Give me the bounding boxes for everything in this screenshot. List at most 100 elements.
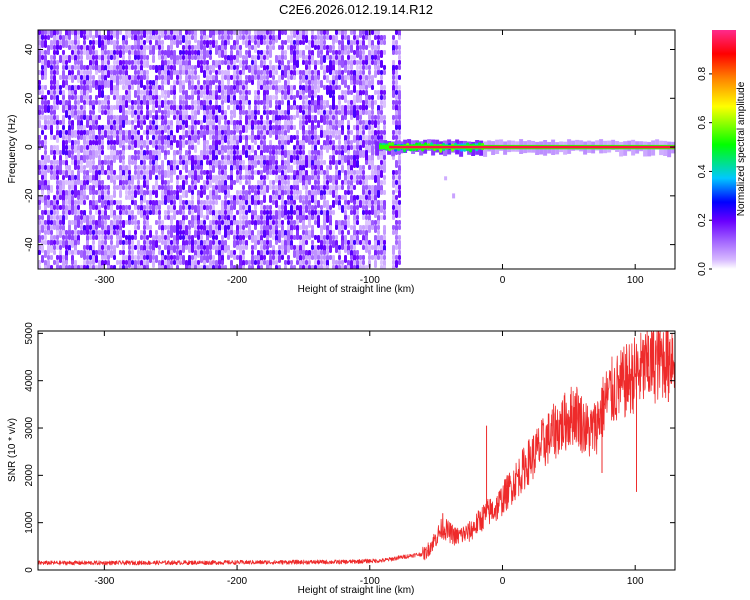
noise-cell (128, 110, 131, 115)
noise-cell (230, 155, 233, 160)
noise-cell (164, 110, 167, 115)
noise-cell (53, 45, 56, 50)
noise-cell (146, 245, 149, 250)
noise-cell (218, 65, 221, 70)
noise-cell (164, 120, 167, 125)
noise-cell (335, 110, 338, 115)
noise-cell (224, 265, 227, 269)
noise-cell (296, 235, 299, 240)
noise-cell (197, 245, 200, 250)
noise-cell (125, 205, 128, 210)
noise-cell (152, 260, 155, 268)
noise-cell (44, 165, 47, 170)
noise-cell (257, 265, 260, 269)
noise-cell (161, 75, 164, 80)
noise-cell (299, 215, 302, 223)
noise-cell (251, 235, 254, 243)
noise-cell (377, 110, 380, 115)
noise-cell (347, 230, 350, 235)
noise-cell (134, 140, 137, 148)
noise-cell (206, 175, 209, 180)
noise-cell (215, 235, 218, 240)
noise-cell (245, 35, 248, 40)
noise-cell (362, 140, 365, 148)
noise-cell (206, 145, 209, 150)
noise-cell (101, 100, 104, 105)
noise-cell (179, 150, 182, 155)
noise-cell (110, 250, 113, 258)
noise-cell (266, 70, 269, 75)
noise-cell (320, 130, 323, 138)
noise-cell (302, 195, 305, 200)
noise-cell (119, 80, 122, 85)
noise-cell (350, 190, 353, 195)
noise-cell (284, 180, 287, 185)
noise-cell (53, 80, 56, 85)
noise-cell (68, 120, 71, 125)
noise-cell (383, 115, 386, 120)
noise-cell (140, 200, 143, 205)
noise-cell (80, 210, 83, 215)
noise-cell (251, 165, 254, 170)
noise-cell (128, 195, 131, 200)
noise-cell (230, 200, 233, 205)
noise-cell (200, 45, 203, 50)
noise-cell (155, 150, 158, 155)
noise-cell (263, 175, 266, 180)
noise-cell (314, 220, 317, 225)
noise-cell (137, 175, 140, 180)
noise-cell (83, 245, 86, 250)
noise-cell (92, 190, 95, 195)
noise-cell (38, 110, 41, 115)
noise-cell (125, 240, 128, 245)
snr-x-axis-label: Height of straight line (km) (298, 585, 415, 596)
noise-cell (158, 175, 161, 180)
noise-cell (359, 180, 362, 185)
noise-cell (314, 165, 317, 170)
noise-cell (107, 65, 110, 70)
noise-cell (275, 265, 278, 269)
noise-cell (107, 40, 110, 45)
noise-cell (98, 230, 101, 235)
noise-cell (254, 205, 257, 210)
noise-cell (293, 115, 296, 120)
noise-cell (320, 265, 323, 269)
noise-cell (368, 160, 371, 165)
noise-cell (245, 175, 248, 180)
snr-trace-line (38, 331, 675, 566)
noise-cell (338, 175, 341, 180)
noise-cell (71, 65, 74, 70)
noise-cell (290, 30, 293, 35)
noise-cell (374, 90, 377, 95)
noise-cell (281, 30, 284, 35)
noise-cell (50, 170, 53, 175)
noise-cell (203, 260, 206, 265)
noise-cell (287, 45, 290, 50)
noise-cell (377, 40, 380, 45)
noise-cell (38, 90, 41, 95)
noise-cell (278, 135, 281, 140)
noise-cell (305, 80, 308, 85)
noise-cell (140, 55, 143, 60)
noise-cell (287, 260, 290, 265)
noise-cell (329, 110, 332, 115)
spectrogram-x-ticks: -300 -200 -100 0 100 (94, 30, 644, 286)
noise-cell (239, 160, 242, 165)
noise-cell (56, 180, 59, 185)
noise-cell (191, 110, 194, 115)
noise-cell (194, 205, 197, 213)
noise-cell (365, 45, 368, 50)
noise-cell (113, 155, 116, 163)
noise-cell (41, 35, 44, 40)
noise-cell (83, 30, 86, 35)
noise-cell (287, 245, 290, 253)
noise-cell (134, 215, 137, 220)
noise-cell (206, 90, 209, 95)
noise-cell (167, 120, 170, 125)
noise-cell (134, 265, 137, 269)
noise-cell (194, 75, 197, 80)
noise-cell (257, 55, 260, 60)
noise-cell (287, 90, 290, 95)
noise-cell (194, 100, 197, 105)
noise-cell (365, 140, 368, 145)
